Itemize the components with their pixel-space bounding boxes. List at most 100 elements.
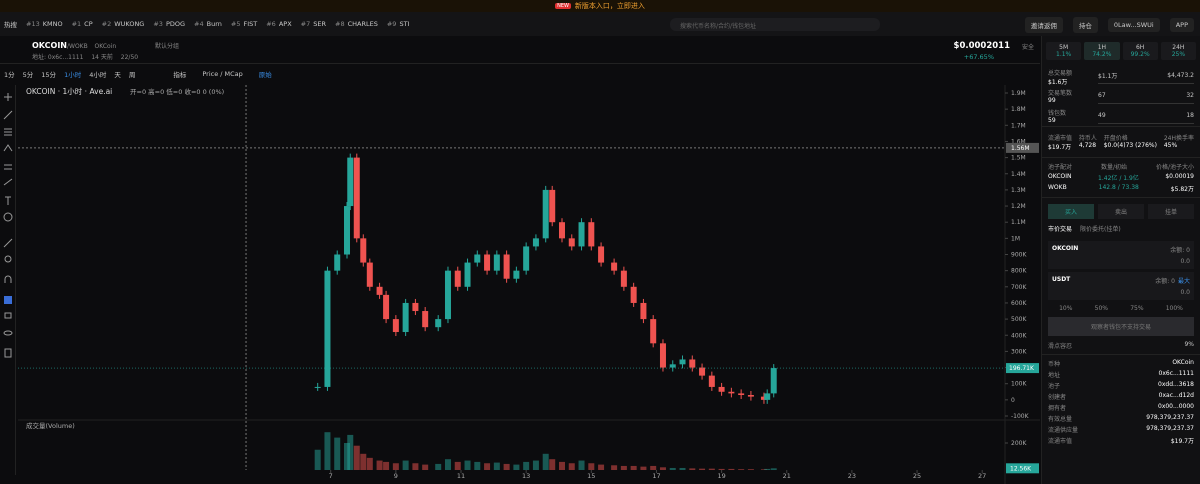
nav-tab[interactable]: #4 Burn: [194, 20, 222, 28]
token-price: $0.0002011: [953, 41, 1010, 51]
volume-bar: [353, 445, 360, 470]
period-tab[interactable]: 1H 74.2%: [1084, 42, 1120, 60]
volume-bar: [578, 460, 585, 470]
trade-tab[interactable]: 买入: [1048, 204, 1094, 219]
nav-tab[interactable]: #6 APX: [266, 20, 291, 28]
stat-buy: 67: [1098, 92, 1106, 99]
candle-body: [598, 246, 605, 263]
candle-body: [353, 157, 360, 239]
candle-body: [689, 359, 696, 368]
volume-bar: [630, 465, 637, 470]
nav-tab[interactable]: #13 KMNO: [26, 20, 63, 28]
trade-percent[interactable]: 10%: [1059, 305, 1073, 312]
market-value: $0.0(4)73 (276%): [1103, 142, 1157, 149]
interval[interactable]: 1分: [4, 71, 15, 79]
candle-body: [630, 286, 637, 303]
search[interactable]: 搜索代币名称/合约/钱包地址: [670, 18, 880, 31]
candle-body: [334, 254, 341, 271]
interval[interactable]: 4小时: [89, 71, 107, 79]
token-name: OKCOIN: [32, 41, 67, 50]
toolbar-item[interactable]: 原始: [258, 71, 272, 79]
interval[interactable]: 1小时: [64, 71, 82, 79]
volume-bar: [376, 460, 383, 470]
volume-bar: [542, 453, 549, 470]
tab-name: STI: [399, 20, 410, 28]
y-tick-label: 800K: [1011, 268, 1027, 275]
candle-body: [738, 393, 745, 396]
trade-input-top: USDT 余额: 0 最大: [1052, 276, 1190, 285]
trade-balance: 余额: 0: [1170, 247, 1190, 254]
trade-token: OKCOIN: [1052, 245, 1079, 252]
period-tab[interactable]: 24H 25%: [1160, 42, 1196, 60]
period-tab[interactable]: 6H 99.2%: [1122, 42, 1158, 60]
token-header: OKCOIN/WOKB OKCoin 默认分组 地址: 0x6c...1111 …: [0, 36, 1040, 64]
trade-percent[interactable]: 75%: [1130, 305, 1144, 312]
x-tick-label: 15: [587, 472, 595, 480]
nav-tab[interactable]: #1 CP: [72, 20, 93, 28]
volume-bar: [513, 464, 520, 470]
volume-bar: [464, 460, 471, 470]
interval[interactable]: 15分: [41, 71, 57, 79]
info-row: 池子 0xdd...3618: [1042, 380, 1200, 391]
candle-body: [376, 286, 383, 295]
trade-mode[interactable]: 限价委托(挂单): [1080, 226, 1121, 233]
nav-action[interactable]: APP: [1169, 18, 1194, 32]
nav-tab[interactable]: #9 STI: [387, 20, 410, 28]
nav-tab[interactable]: #8 CHARLES: [335, 20, 378, 28]
trade-tab[interactable]: 卖出: [1098, 204, 1144, 219]
nav-tab[interactable]: #7 SER: [301, 20, 326, 28]
toolbar-item[interactable]: Price / MCap: [202, 70, 243, 78]
nav-tab[interactable]: #5 FIST: [231, 20, 257, 28]
nav-action[interactable]: 0Law...SWUi: [1107, 18, 1160, 32]
tab-rank: #7: [300, 20, 311, 28]
y-tick-label: 900K: [1011, 252, 1027, 259]
volume-bar: [558, 461, 565, 470]
trade-button[interactable]: 观察者钱包不支持交易: [1048, 317, 1194, 336]
token-tag[interactable]: 默认分组: [154, 43, 179, 50]
info-value: 0x6c...1111: [1158, 370, 1194, 377]
period-name: 5M: [1059, 44, 1069, 51]
nav-tab[interactable]: #2 WUKONG: [102, 20, 145, 28]
volume-bar: [679, 467, 686, 470]
trade-max[interactable]: 最大: [1177, 278, 1190, 285]
trade-mode[interactable]: 市价交易: [1048, 226, 1073, 233]
info-label: 池子: [1048, 383, 1061, 390]
interval[interactable]: 5分: [22, 71, 34, 79]
volume-bar: [659, 467, 666, 470]
info-value: OKCoin: [1172, 359, 1194, 366]
pool-amount: 1.42亿 / 1.9亿: [1098, 175, 1139, 182]
pool-token: OKCOIN: [1048, 173, 1072, 180]
interval[interactable]: 天: [114, 71, 121, 79]
volume-bar: [402, 460, 409, 470]
toolbar-item[interactable]: 指标: [173, 71, 187, 79]
market-label: 持币人: [1078, 135, 1097, 142]
stat-row: 钱包数 59 49 18: [1042, 106, 1200, 126]
token-change: +67.65%: [963, 53, 994, 61]
y-tick-label: -100K: [1011, 413, 1030, 420]
pool-row: OKCOIN 1.42亿 / 1.9亿 $0.00019: [1042, 171, 1200, 182]
trade-percent[interactable]: 100%: [1165, 305, 1183, 312]
interval[interactable]: 周: [128, 71, 136, 79]
banner[interactable]: NEW 新版本入口，立即进入: [0, 0, 1200, 12]
stat-label: 交易笔数: [1048, 90, 1073, 97]
nav-tab[interactable]: #3 PDOG: [153, 20, 185, 28]
trade-amount[interactable]: 0.0: [1180, 258, 1190, 265]
nav-action[interactable]: 持仓: [1072, 17, 1098, 33]
x-tick-label: 17: [652, 472, 660, 480]
candle-body: [650, 319, 657, 344]
nav-action[interactable]: 邀请返佣: [1024, 17, 1063, 33]
volume-bar: [611, 465, 618, 470]
trade-percent[interactable]: 50%: [1094, 305, 1108, 312]
candle-body: [444, 270, 451, 320]
candle-body: [659, 343, 666, 368]
candle-body: [366, 262, 373, 287]
pool-price: $5.82万: [1170, 186, 1194, 193]
pool: 池子配对 数量/初始 价格/池子大小 OKCOIN 1.42亿 / 1.9亿 $0.000…: [1042, 157, 1200, 193]
volume-bar: [314, 449, 321, 470]
volume-bar: [738, 469, 745, 470]
trade-tab[interactable]: 挂单: [1148, 204, 1194, 219]
trade-amount[interactable]: 0.0: [1180, 289, 1190, 296]
y-tick-label: 400K: [1011, 332, 1027, 339]
chart: OKCOIN · 1小时 · Ave.ai 开=0 高=0 低=0 收=0 0 …: [18, 85, 1040, 484]
period-tab[interactable]: 5M 1.1%: [1046, 42, 1082, 60]
